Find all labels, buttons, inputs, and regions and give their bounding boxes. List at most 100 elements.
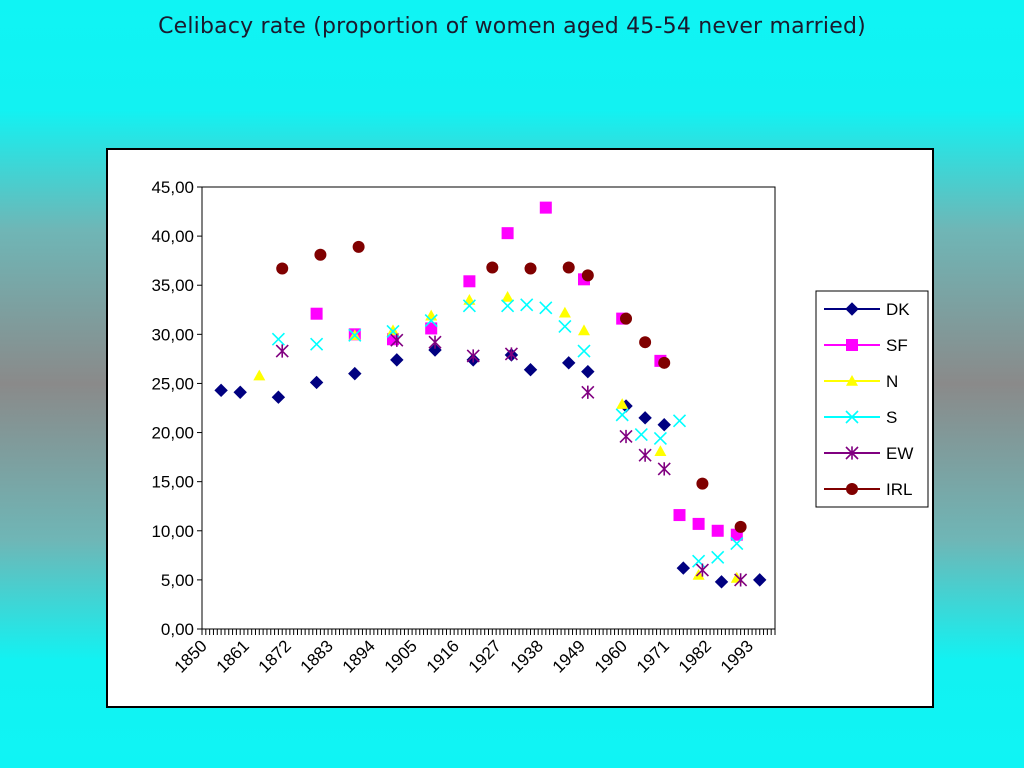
data-point-s	[424, 314, 438, 328]
legend-label: S	[886, 408, 897, 427]
chart-frame: 0,00 5,00 10,00 15,00 20,00 25,00 30,00 35,00 40…	[106, 148, 934, 708]
legend-entry-dk: DK	[824, 300, 910, 319]
data-point-sf	[711, 524, 724, 537]
data-point-ew	[466, 349, 480, 363]
x-tick-label: 1982	[675, 636, 715, 676]
x-tick-label: 1949	[549, 636, 589, 676]
data-point-irl	[658, 356, 671, 369]
data-point-sf	[501, 227, 514, 240]
data-point-irl	[639, 336, 652, 349]
data-point-irl	[734, 520, 747, 533]
y-tick-label: 0,00	[161, 620, 194, 639]
marker-triangle	[846, 375, 858, 386]
data-point-dk	[638, 411, 652, 425]
legend-label: DK	[886, 300, 910, 319]
data-point-sf	[387, 333, 399, 346]
data-point-dk	[214, 383, 228, 398]
legend-entry-irl: IRL	[824, 480, 912, 499]
data-point-dk	[348, 366, 362, 381]
x-tick-label: 1916	[423, 636, 463, 676]
x-tick-label: 1960	[591, 636, 631, 676]
marker-square	[846, 339, 858, 351]
data-point-n	[558, 306, 571, 318]
y-tick-label: 5,00	[161, 571, 194, 590]
legend-entry-n: N	[824, 372, 898, 391]
data-point-s	[501, 299, 515, 313]
data-point-dk	[390, 353, 404, 367]
x-tick-label: 1872	[255, 636, 295, 676]
data-point-n	[501, 291, 514, 302]
data-point-dk	[753, 573, 767, 587]
data-point-n	[578, 324, 590, 336]
data-point-s	[653, 431, 667, 446]
data-point-n	[387, 324, 399, 336]
data-point-ew	[275, 344, 289, 358]
data-point-s	[310, 337, 324, 351]
data-point-s	[539, 301, 553, 315]
y-tick-label: 45,00	[151, 178, 194, 197]
y-tick-label: 30,00	[151, 325, 194, 344]
data-point-irl	[486, 261, 499, 274]
legend-label: SF	[886, 336, 908, 355]
data-point-dk	[428, 343, 442, 357]
marker-x	[845, 410, 859, 424]
data-points	[214, 201, 767, 589]
data-point-dk	[657, 417, 671, 432]
data-point-dk	[562, 356, 576, 370]
series-irl	[276, 240, 747, 533]
data-point-ew	[390, 333, 404, 347]
y-tick-label: 15,00	[151, 473, 194, 492]
data-point-irl	[562, 261, 575, 274]
data-point-ew	[581, 385, 595, 399]
x-tick-label: 1894	[339, 636, 379, 676]
slide-title: Celibacy rate (proportion of women aged …	[158, 14, 866, 39]
data-point-irl	[581, 269, 594, 282]
data-point-n	[253, 369, 266, 381]
data-point-s	[462, 299, 476, 313]
data-point-ew	[638, 448, 652, 462]
legend-label: N	[886, 372, 898, 391]
data-point-ew	[428, 335, 442, 349]
x-tick-label: 1905	[381, 636, 421, 676]
data-point-irl	[314, 248, 327, 261]
data-point-ew	[657, 462, 671, 476]
x-tick-label: 1971	[633, 636, 673, 676]
series-s	[271, 298, 744, 568]
data-point-n	[654, 445, 667, 457]
y-tick-label: 40,00	[151, 227, 194, 246]
data-point-s	[634, 427, 648, 442]
data-point-s	[271, 332, 285, 346]
data-point-irl	[524, 262, 537, 275]
data-point-irl	[696, 477, 709, 490]
data-point-dk	[233, 385, 247, 399]
marker-circle	[846, 483, 858, 495]
legend-box	[815, 290, 929, 508]
data-point-irl	[352, 240, 365, 253]
data-point-ew	[504, 347, 518, 361]
legend-label: IRL	[886, 480, 912, 499]
y-tick-label: 10,00	[151, 522, 194, 541]
data-point-n	[616, 398, 629, 409]
marker-star	[845, 446, 859, 460]
data-point-s	[558, 319, 572, 334]
data-point-s	[711, 550, 725, 564]
data-point-dk	[714, 575, 729, 589]
legend-entry-ew: EW	[824, 444, 913, 463]
data-point-dk	[309, 375, 324, 390]
x-tick-label: 1993	[717, 636, 757, 676]
data-point-s	[730, 536, 744, 551]
legend-entry-sf: SF	[824, 336, 908, 355]
scatter-chart: 0,00 5,00 10,00 15,00 20,00 25,00 30,00 35,00 40…	[151, 178, 929, 677]
x-tick-label: 1927	[465, 636, 505, 676]
data-point-sf	[539, 201, 552, 214]
plot-area	[201, 186, 776, 630]
series-ew	[275, 333, 748, 587]
legend-entry-s: S	[824, 408, 897, 427]
data-point-sf	[463, 275, 476, 288]
data-point-irl	[276, 262, 289, 275]
data-point-sf	[310, 307, 323, 320]
data-point-sf	[673, 509, 686, 522]
data-point-sf	[425, 322, 438, 335]
data-point-s	[520, 298, 534, 312]
data-point-s	[615, 408, 629, 422]
